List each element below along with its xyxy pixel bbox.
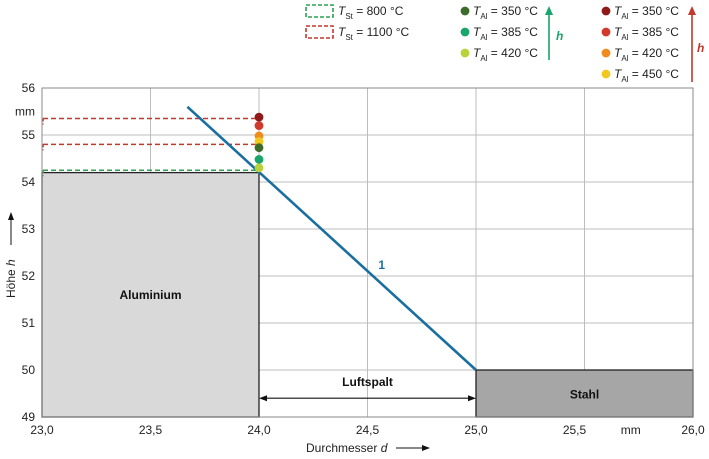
x-tick-label: 26,0: [681, 423, 705, 437]
series-line-1: 1: [186, 105, 477, 371]
x-tick-label: 24,0: [247, 423, 271, 437]
y-tick-label: 53: [22, 222, 36, 236]
y-tick-label: 50: [22, 363, 36, 377]
series-1-label: 1: [378, 258, 385, 272]
x-axis-title-arrowhead: [422, 445, 430, 451]
legend-marker-red: [601, 48, 611, 58]
y-tick-label: 52: [22, 269, 36, 283]
x-axis-title: Durchmesser d: [306, 441, 388, 455]
legend-green-label: TAl = 385 °C: [473, 25, 538, 42]
legend-marker-red: [601, 69, 611, 79]
stahl-label: Stahl: [570, 388, 599, 402]
legend-st-label: TSt = 800 °C: [338, 4, 404, 21]
axes: 23,0 23,5 24,0 24,5 25,0 25,5 26,0 mm 49 50 51 52 53…: [4, 81, 705, 455]
luftspalt-arrowhead-right: [468, 395, 476, 402]
luftspalt-label: Luftspalt: [342, 375, 393, 389]
y-unit-label: mm: [15, 105, 35, 119]
y-tick-label: 55: [22, 128, 36, 142]
x-tick-label: 24,5: [356, 423, 380, 437]
legend-red-label: TAl = 385 °C: [614, 25, 679, 42]
dashed-levels: [42, 117, 259, 177]
legend-green-label: TAl = 350 °C: [473, 4, 538, 21]
plot-border: [41, 87, 694, 418]
y-tick-label: 49: [22, 410, 36, 424]
legend-red-label: TAl = 420 °C: [614, 46, 679, 63]
legend-st-label: TSt = 1100 °C: [338, 25, 410, 42]
data-point-red-series: [254, 137, 264, 146]
data-point-red-series: [254, 121, 264, 130]
legend-marker-green: [460, 48, 470, 58]
aluminium-block: [41, 171, 260, 418]
x-tick-label: 23,0: [30, 423, 54, 437]
legend-red-label: TAl = 350 °C: [614, 4, 679, 21]
legend-arrowhead-red: [688, 6, 696, 15]
aluminium-label: Aluminium: [120, 288, 182, 302]
legend: TSt = 800 °C TSt = 1100 °C TAl = 350 °C TAl…: [305, 4, 704, 84]
legend-arrow-red-label: h: [697, 41, 704, 55]
legend-marker-green: [460, 27, 470, 37]
y-tick-label: 54: [22, 175, 36, 189]
legend-marker-green: [460, 6, 470, 16]
legend-dashed-box: [305, 4, 334, 18]
data-points: [254, 112, 264, 173]
data-point-red-series: [254, 112, 264, 122]
legend-green-label: TAl = 420 °C: [473, 46, 538, 63]
y-axis-title: Höhe h: [4, 259, 18, 298]
data-point-green-series: [254, 155, 264, 164]
data-point-green-series: [254, 143, 264, 153]
y-axis-title-arrowhead: [8, 212, 14, 220]
series-1-line: [186, 105, 477, 371]
y-tick-label: 51: [22, 316, 36, 330]
luftspalt-arrowhead-left: [259, 395, 267, 402]
legend-arrow-green-label: h: [556, 29, 563, 43]
x-tick-label: 25,0: [464, 423, 488, 437]
x-tick-label: 25,5: [563, 423, 587, 437]
legend-marker-red: [601, 27, 611, 37]
data-point-green-series: [254, 163, 264, 173]
x-unit-label: mm: [621, 423, 641, 437]
legend-arrowhead-green: [545, 6, 553, 15]
y-tick-label: 56: [22, 81, 36, 95]
regions: Aluminium Stahl Luftspalt: [41, 171, 694, 418]
x-tick-label: 23,5: [139, 423, 163, 437]
legend-marker-red: [601, 6, 611, 16]
legend-red-label: TAl = 450 °C: [614, 67, 679, 84]
legend-dashed-box: [305, 25, 334, 39]
